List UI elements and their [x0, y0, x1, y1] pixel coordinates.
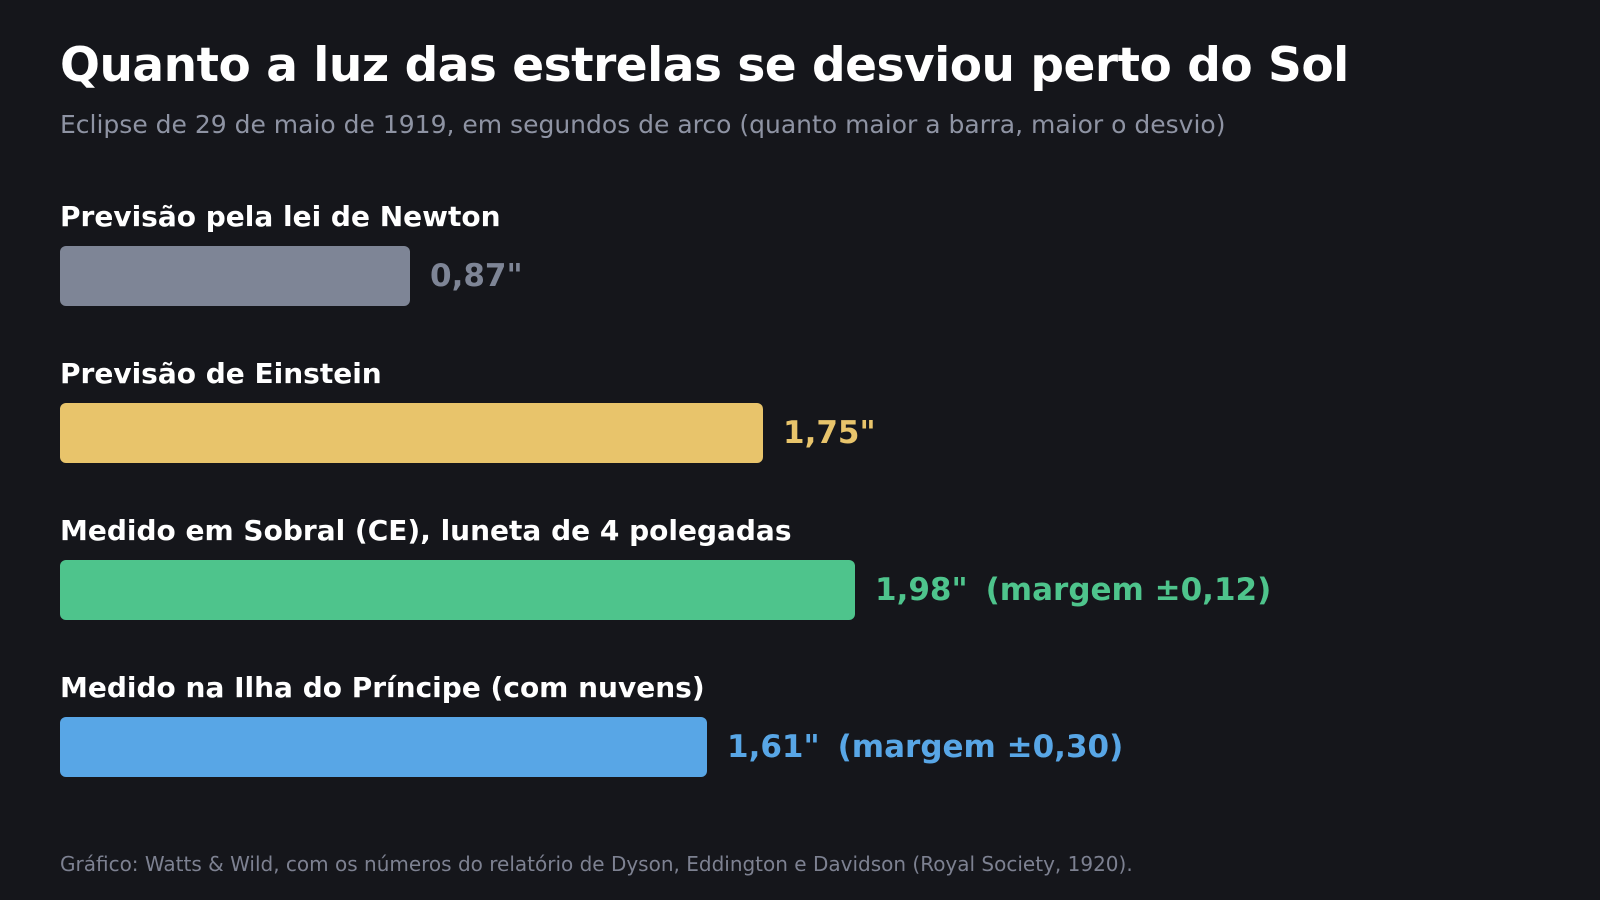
chart-title: Quanto a luz das estrelas se desviou per… — [60, 38, 1349, 93]
chart-footer: Gráfico: Watts & Wild, com os números do… — [60, 852, 1133, 876]
value-text-einstein: 1,75" — [783, 415, 876, 451]
value-label-sobral: 1,98" (margem ±0,12) — [875, 560, 1271, 620]
bar-principe — [60, 717, 707, 777]
bar-label-sobral: Medido em Sobral (CE), luneta de 4 poleg… — [60, 514, 792, 547]
value-text-sobral: 1,98" — [875, 572, 968, 608]
bar-label-principe: Medido na Ilha do Príncipe (com nuvens) — [60, 671, 705, 704]
bar-newton — [60, 246, 410, 306]
bar-chart: Previsão pela lei de Newton 0,87" Previs… — [60, 0, 1560, 900]
value-label-einstein: 1,75" — [783, 403, 876, 463]
value-text-newton: 0,87" — [430, 258, 523, 294]
bar-sobral — [60, 560, 855, 620]
chart-subtitle: Eclipse de 29 de maio de 1919, em segund… — [60, 110, 1226, 139]
margin-text-principe: (margem ±0,30) — [837, 729, 1124, 765]
bar-einstein — [60, 403, 763, 463]
margin-text-sobral: (margem ±0,12) — [985, 572, 1272, 608]
value-text-principe: 1,61" — [727, 729, 820, 765]
value-label-newton: 0,87" — [430, 246, 523, 306]
bar-label-newton: Previsão pela lei de Newton — [60, 200, 501, 233]
value-label-principe: 1,61" (margem ±0,30) — [727, 717, 1123, 777]
bar-label-einstein: Previsão de Einstein — [60, 357, 382, 390]
